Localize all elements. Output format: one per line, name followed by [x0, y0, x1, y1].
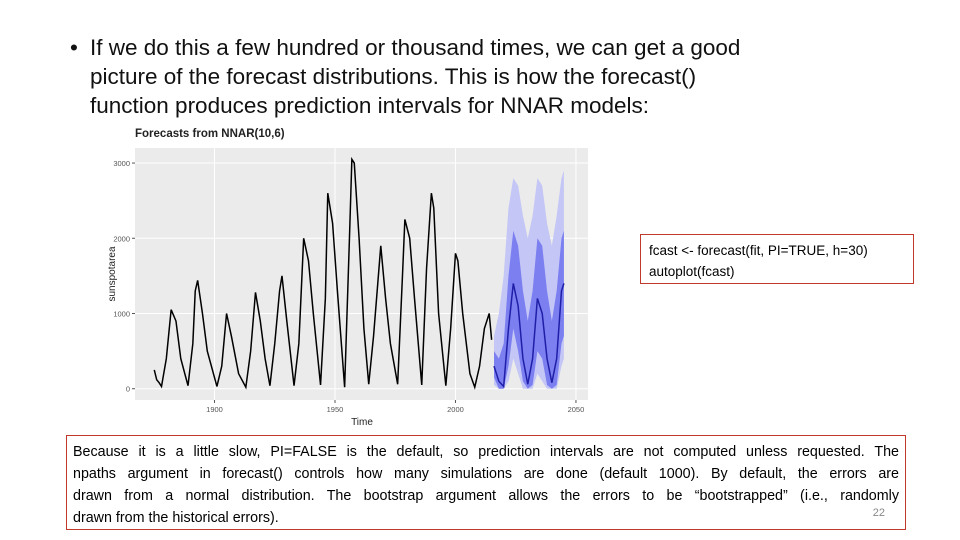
y-axis-label: sunspotarea	[107, 246, 118, 301]
y-tick-label: 2000	[113, 234, 130, 243]
note-box: Because it is a little slow, PI=FALSE is…	[66, 435, 906, 530]
code-box: fcast <- forecast(fit, PI=TRUE, h=30) aut…	[640, 234, 914, 284]
bullet-line: function produces prediction intervals f…	[90, 93, 650, 118]
chart-title: Forecasts from NNAR(10,6)	[135, 128, 285, 140]
note-line: drawn from a normal distribution. The bo…	[73, 488, 899, 504]
bullet: • If we do this a few hundred or thousand…	[70, 33, 740, 120]
x-tick-label: 2050	[568, 405, 585, 414]
x-tick-label: 2000	[447, 405, 464, 414]
code-line: fcast <- forecast(fit, PI=TRUE, h=30)	[649, 243, 868, 258]
y-tick-label: 3000	[113, 159, 130, 168]
note-line: drawn from the historical errors).	[73, 510, 279, 526]
bullet-line: If we do this a few hundred or thousand …	[90, 35, 741, 60]
note-line: npaths argument in forecast() controls h…	[73, 466, 899, 482]
forecast-line	[493, 283, 565, 389]
x-tick-label: 1900	[206, 405, 223, 414]
note-line: Because it is a little slow, PI=FALSE is…	[73, 444, 899, 460]
code-line: autoplot(fcast)	[649, 264, 735, 279]
page-number: 22	[872, 507, 885, 519]
y-tick-label: 1000	[113, 309, 130, 318]
x-axis-label: Time	[351, 417, 373, 428]
bullet-line: picture of the forecast distributions. T…	[90, 64, 697, 89]
x-tick-label: 1950	[327, 405, 344, 414]
y-tick-label: 0	[126, 385, 130, 394]
bullet-dot: •	[70, 35, 78, 60]
history-line	[153, 156, 493, 390]
